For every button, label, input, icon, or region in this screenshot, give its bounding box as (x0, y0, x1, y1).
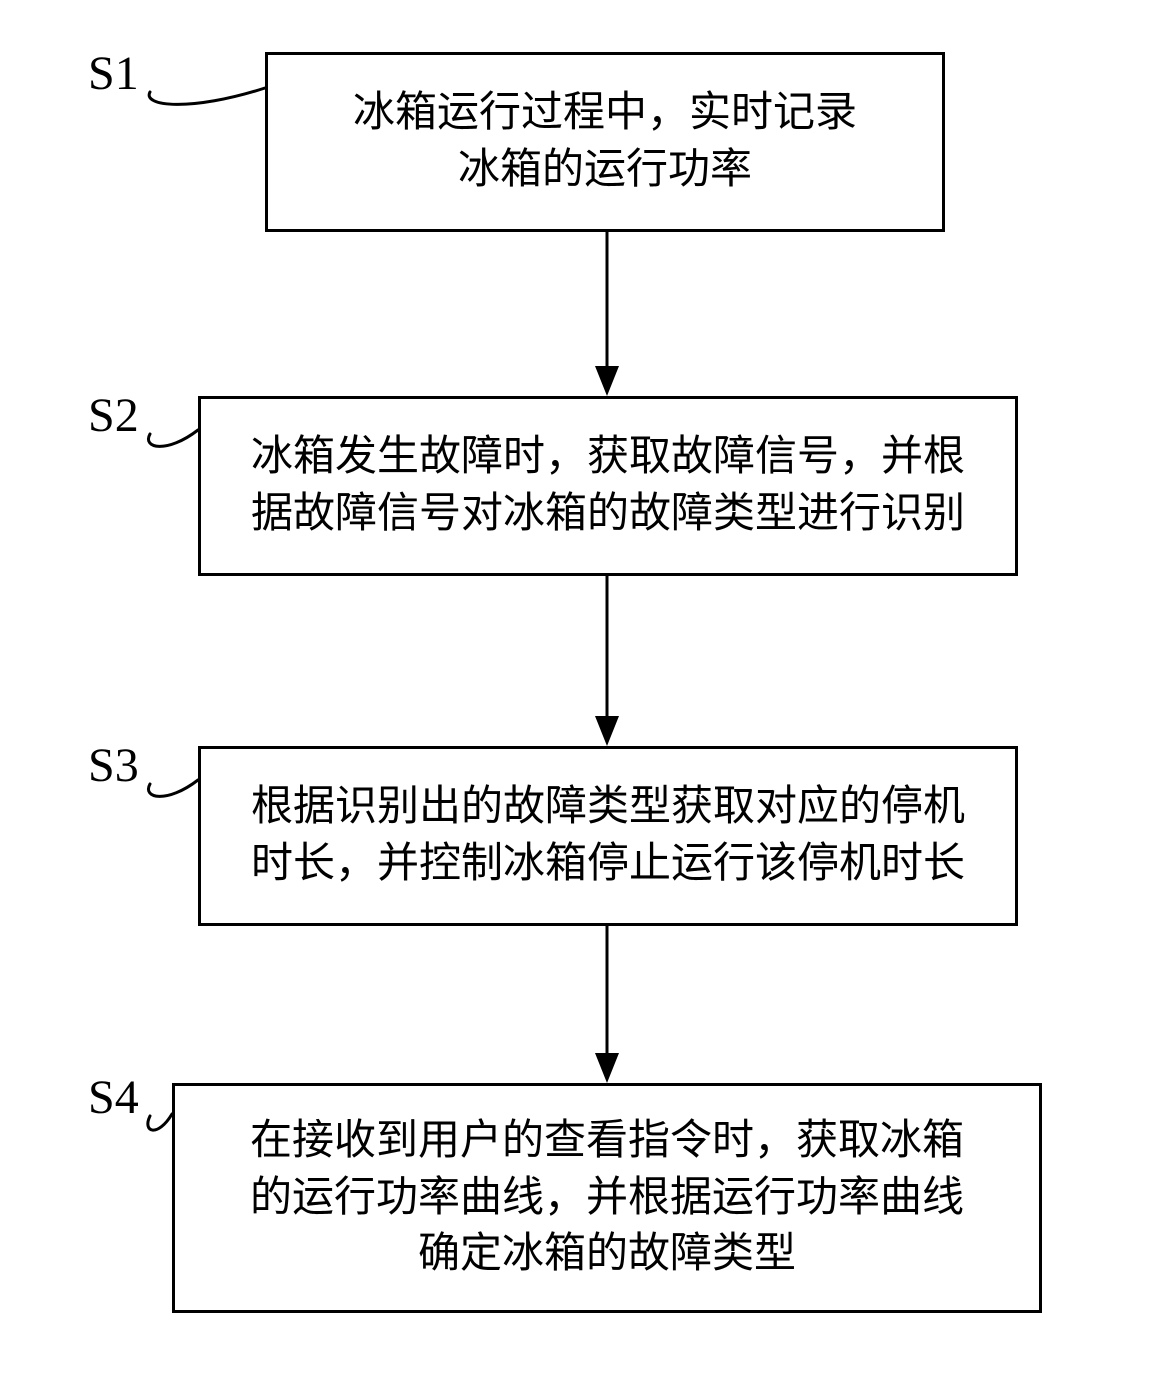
step-label-s2: S2 (88, 388, 139, 443)
process-box-s2: 冰箱发生故障时，获取故障信号，并根 据故障信号对冰箱的故障类型进行识别 (198, 396, 1018, 576)
flowchart-canvas: S1 S2 S3 S4 冰箱运行过程中，实时记录 冰箱的运行功率 冰箱发生故障时… (0, 0, 1160, 1389)
callout-s1 (140, 36, 275, 138)
step-label-s4: S4 (88, 1070, 139, 1125)
arrow-s1-s2 (583, 230, 631, 398)
process-box-s4: 在接收到用户的查看指令时，获取冰箱 的运行功率曲线，并根据运行功率曲线 确定冰箱… (172, 1083, 1042, 1313)
process-box-s1: 冰箱运行过程中，实时记录 冰箱的运行功率 (265, 52, 945, 232)
step-label-s3: S3 (88, 738, 139, 793)
process-box-s3: 根据识别出的故障类型获取对应的停机 时长，并控制冰箱停止运行该停机时长 (198, 746, 1018, 926)
step-label-s1: S1 (88, 46, 139, 101)
arrow-s2-s3 (583, 574, 631, 748)
arrow-s3-s4 (583, 924, 631, 1085)
